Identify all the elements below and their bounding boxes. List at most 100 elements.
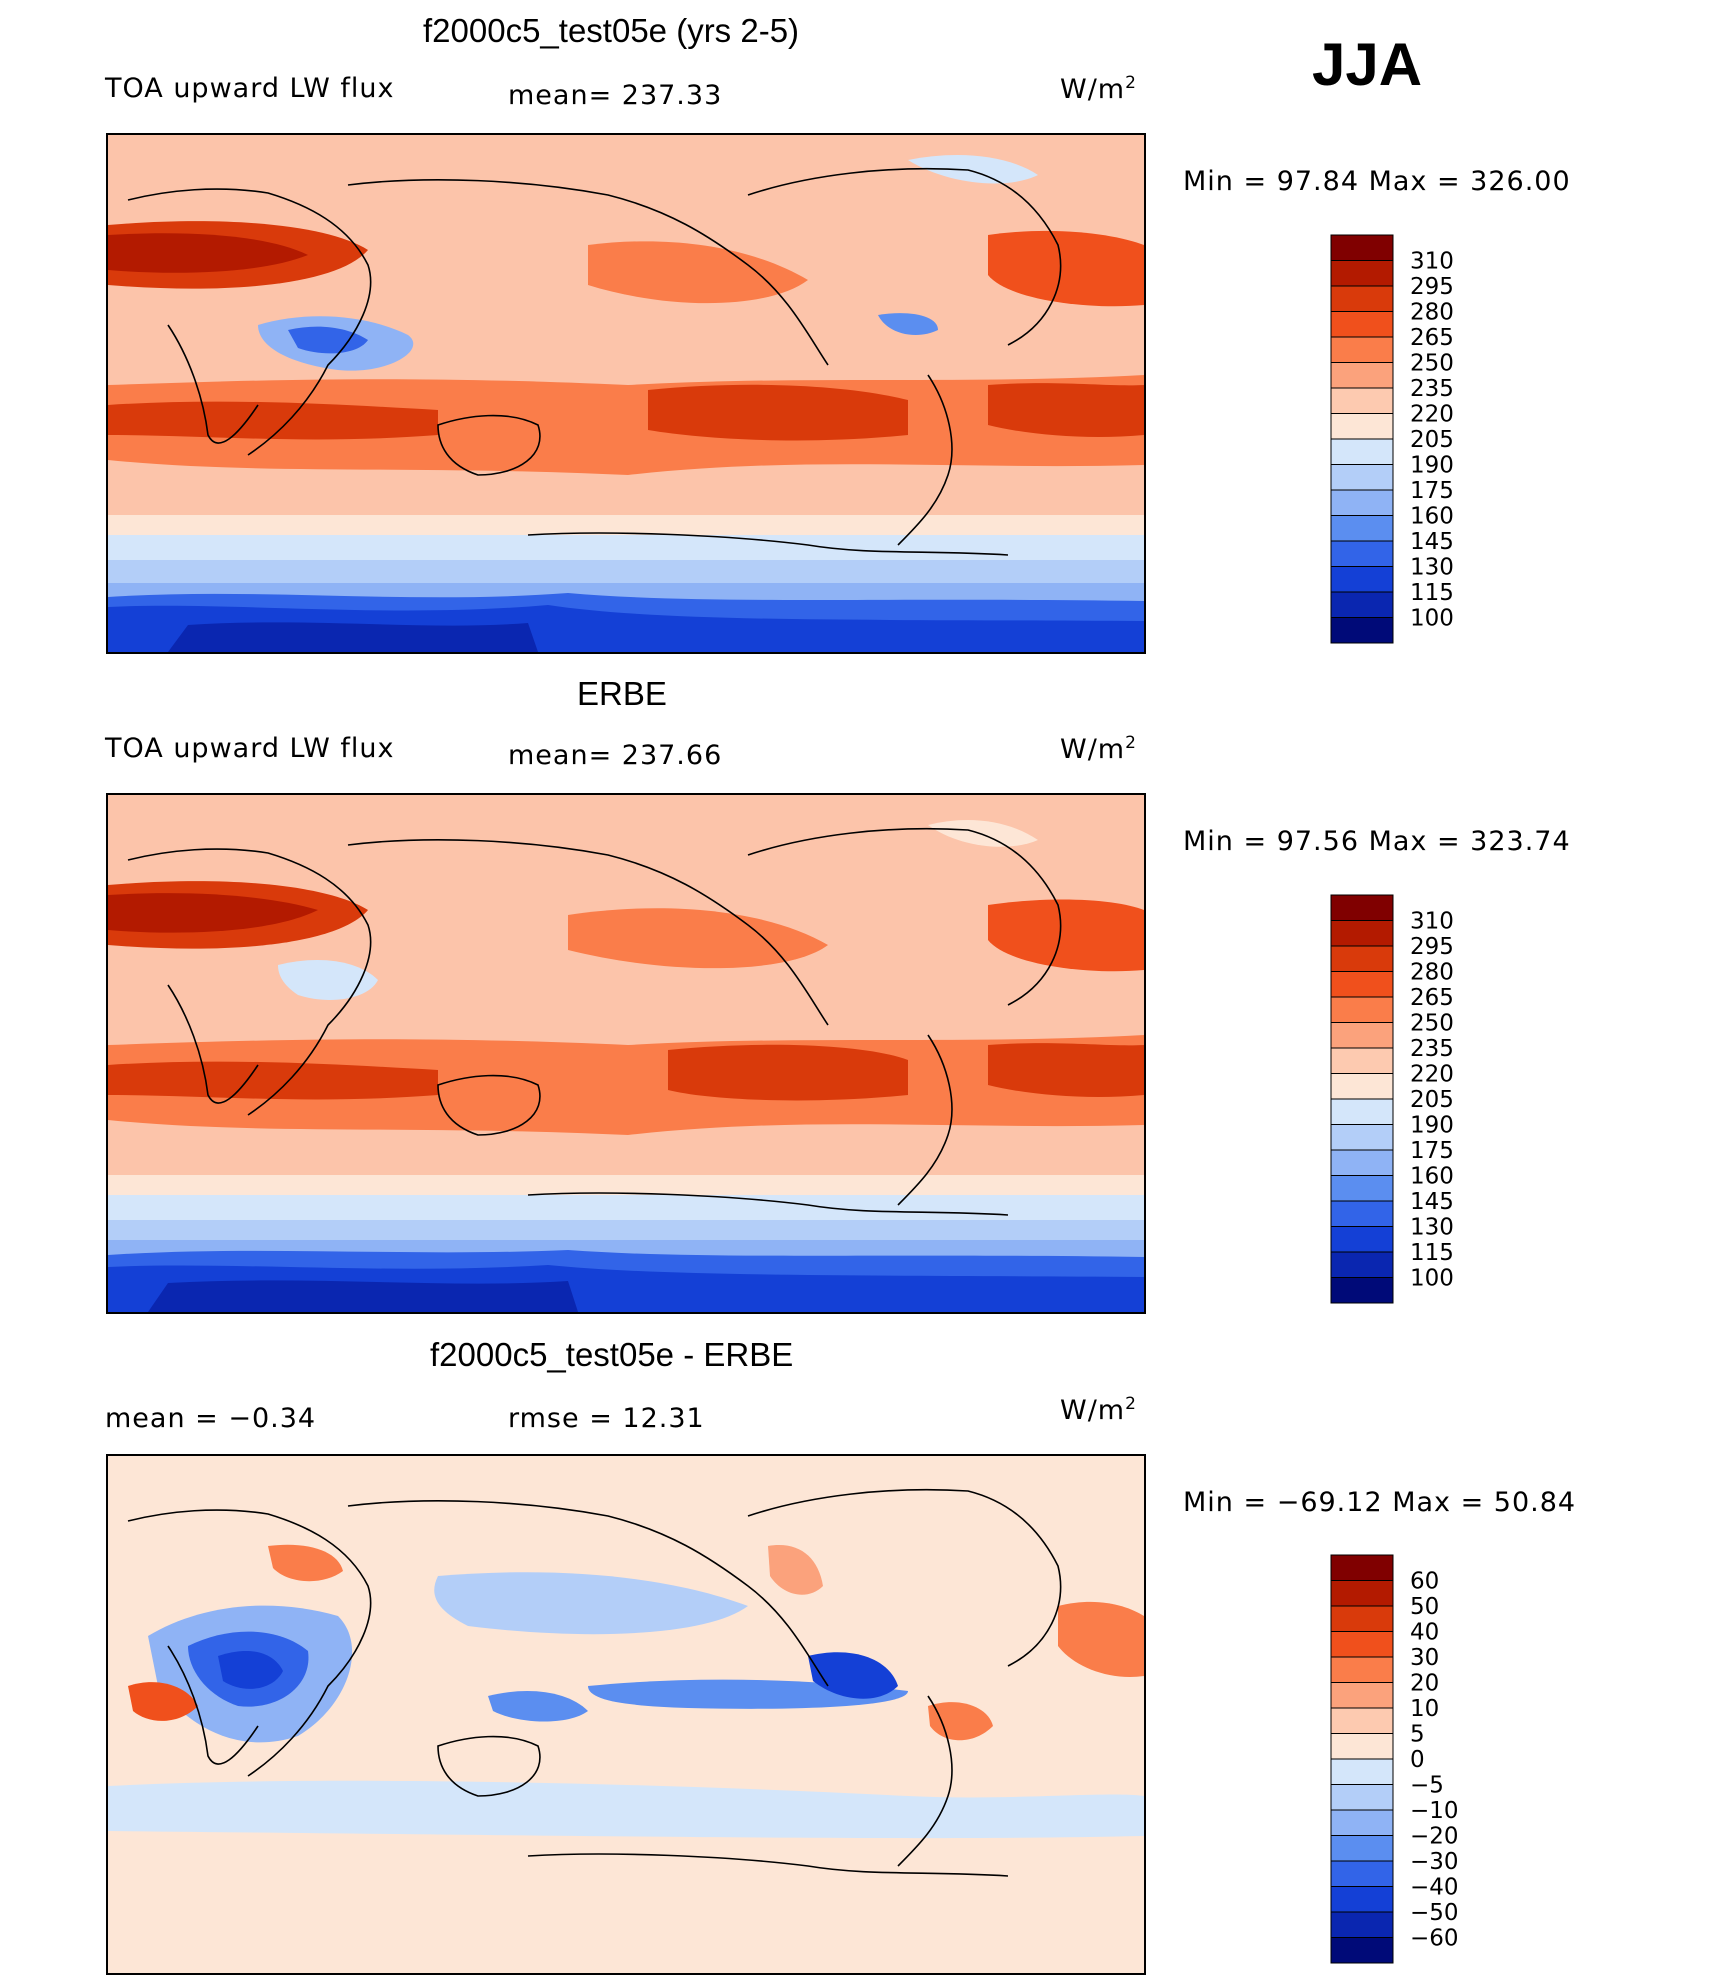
pos-sahara	[268, 1544, 343, 1582]
colorbar-level-label: 5	[1410, 1722, 1425, 1748]
panel-2-minmax: Min = 97.56 Max = 323.74	[1183, 826, 1571, 857]
colorbar-swatch	[1330, 285, 1394, 312]
colorbar-level-label: 280	[1410, 960, 1454, 986]
colorbar-swatch	[1330, 1631, 1394, 1658]
colorbar-level-label: 30	[1410, 1645, 1439, 1671]
colorbar-swatch	[1330, 1022, 1394, 1049]
colorbar-swatch	[1330, 1733, 1394, 1760]
colorbar-level-label: 235	[1410, 1036, 1454, 1062]
colorbar-level-label: 160	[1410, 1164, 1454, 1190]
neg-central-america	[808, 1652, 898, 1699]
colorbar-swatch	[1330, 1809, 1394, 1836]
colorbar-swatch	[1330, 438, 1394, 465]
colorbar-level-label: −10	[1410, 1798, 1459, 1824]
colorbar-level-label: 235	[1410, 376, 1454, 402]
panel-2-colorbar: 310 295 280 265 250 235 220 205 190 175 160 145 130 1…	[1330, 894, 1530, 1306]
colorbar-level-label: 60	[1410, 1569, 1439, 1595]
neg-indian-deep	[218, 1651, 283, 1689]
colorbar-swatch	[1330, 464, 1394, 491]
colorbar-swatch	[1330, 362, 1394, 389]
colorbar-swatch	[1330, 617, 1394, 644]
colorbar-level-label: 190	[1410, 1113, 1454, 1139]
panel-3-colorbar: 60 50 40 30 20 10 5 0 −5 −10 −20 −30 −40 −50 −60	[1330, 1554, 1530, 1966]
colorbar-swatch	[1330, 1682, 1394, 1709]
sh-warm-core	[108, 1043, 1144, 1101]
panel-3-minmax: Min = −69.12 Max = 50.84	[1183, 1487, 1577, 1518]
neg-broad-pacific	[434, 1572, 748, 1635]
nh-warm-atlantic	[988, 899, 1144, 972]
colorbar-swatch	[1330, 1911, 1394, 1938]
colorbar-level-label: 205	[1410, 427, 1454, 453]
coastlines	[127, 1488, 1062, 1877]
colorbar-swatch	[1330, 591, 1394, 618]
colorbar-swatch	[1330, 387, 1394, 414]
colorbar-level-label: 310	[1410, 249, 1454, 275]
colorbar-level-label: 100	[1410, 606, 1454, 632]
arctic-cool	[928, 820, 1038, 847]
neg-southern	[108, 1780, 1144, 1839]
colorbar-swatch	[1330, 1554, 1394, 1581]
panel-2-variable-label: TOA upward LW flux	[105, 733, 395, 764]
colorbar-swatch	[1330, 1860, 1394, 1887]
sh-warm-core	[108, 383, 1144, 441]
colorbar-swatch	[1330, 566, 1394, 593]
colorbar-swatch	[1330, 996, 1394, 1023]
colorbar-swatch	[1330, 311, 1394, 338]
band-sh-7	[168, 622, 538, 652]
colorbar-level-label: −50	[1410, 1900, 1459, 1926]
colorbar-level-label: 250	[1410, 1011, 1454, 1037]
colorbar-swatch	[1330, 971, 1394, 998]
nh-hot-sahara	[108, 233, 308, 273]
panel-2-title: ERBE	[577, 675, 667, 712]
colorbar-swatch	[1330, 945, 1394, 972]
panel-1-map	[106, 133, 1146, 654]
panel-1-units: W/m2	[1060, 73, 1137, 105]
colorbar-level-label: 20	[1410, 1671, 1439, 1697]
convection-region	[278, 960, 378, 1000]
colorbar-level-label: 0	[1410, 1747, 1425, 1773]
colorbar-level-label: 295	[1410, 934, 1454, 960]
colorbar-swatch	[1330, 1886, 1394, 1913]
neg-maritime	[488, 1691, 588, 1722]
nh-warm-pacific	[588, 241, 808, 304]
colorbar-level-label: 100	[1410, 1266, 1454, 1292]
colorbar-swatch	[1330, 1047, 1394, 1074]
colorbar-level-label: −5	[1410, 1773, 1444, 1799]
colorbar-level-label: 175	[1410, 1138, 1454, 1164]
colorbar-level-label: 265	[1410, 325, 1454, 351]
colorbar-swatch	[1330, 489, 1394, 516]
panel-1-title: f2000c5_test05e (yrs 2-5)	[423, 12, 800, 49]
colorbar-swatch	[1330, 1251, 1394, 1278]
colorbar-level-label: 175	[1410, 478, 1454, 504]
colorbar-swatch	[1330, 336, 1394, 363]
colorbar-level-label: 145	[1410, 1189, 1454, 1215]
colorbar-swatch	[1330, 920, 1394, 947]
colorbar-swatch	[1330, 1175, 1394, 1202]
colorbar-level-label: 10	[1410, 1696, 1439, 1722]
colorbar-level-label: 160	[1410, 504, 1454, 530]
colorbar-swatch	[1330, 1073, 1394, 1100]
colorbar-swatch	[1330, 260, 1394, 287]
colorbar-level-label: −60	[1410, 1926, 1459, 1952]
pos-rockies	[768, 1545, 823, 1595]
nh-warm-atlantic	[988, 230, 1144, 307]
colorbar-level-label: 250	[1410, 351, 1454, 377]
convection-core	[288, 326, 368, 354]
colorbar-swatch	[1330, 1758, 1394, 1785]
colorbar-level-label: 50	[1410, 1594, 1439, 1620]
colorbar-swatch	[1330, 1707, 1394, 1734]
panel-2-map	[106, 793, 1146, 1314]
panel-1-variable-label: TOA upward LW flux	[105, 73, 395, 104]
colorbar-level-label: 40	[1410, 1620, 1439, 1646]
coastlines	[127, 827, 1062, 1216]
colorbar-level-label: 190	[1410, 453, 1454, 479]
colorbar-swatch	[1330, 1937, 1394, 1964]
colorbar-swatch	[1330, 1124, 1394, 1151]
colorbar-level-label: 115	[1410, 1240, 1454, 1266]
panel-3-units: W/m2	[1060, 1394, 1137, 1426]
pos-north-atlantic	[1058, 1601, 1144, 1677]
colorbar-level-label: 280	[1410, 300, 1454, 326]
colorbar-level-label: 145	[1410, 529, 1454, 555]
season-label: JJA	[1312, 31, 1423, 98]
